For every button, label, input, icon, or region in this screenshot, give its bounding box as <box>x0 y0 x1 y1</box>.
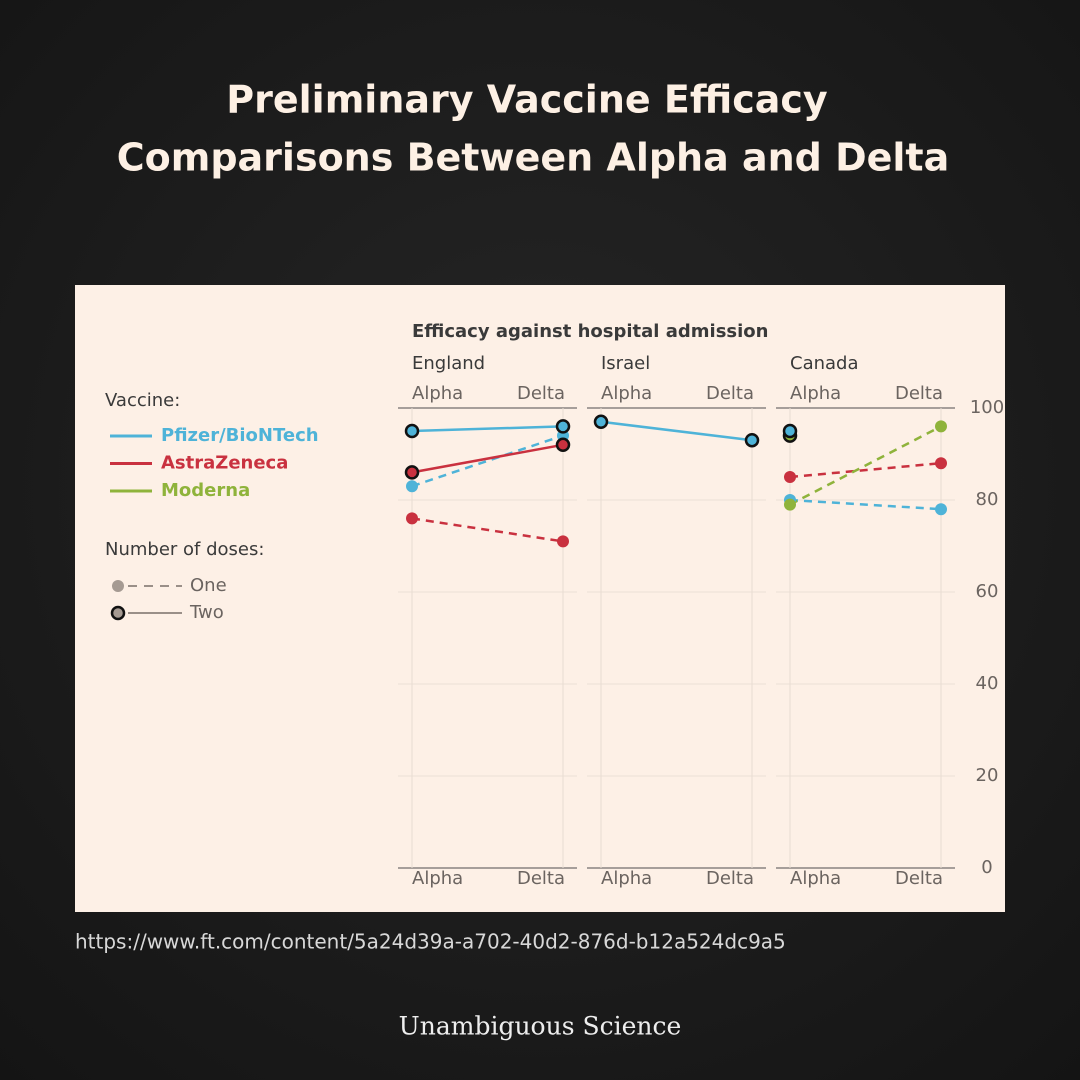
legend-title: Vaccine: <box>105 390 180 411</box>
series-line <box>789 425 942 506</box>
legend-label: Pfizer/BioNTech <box>161 425 319 446</box>
x-tick-label: Delta <box>706 868 754 889</box>
y-tick-label: 60 <box>976 581 999 602</box>
legend-swatch <box>112 580 124 592</box>
x-tick-label: Alpha <box>790 383 841 404</box>
y-tick-label: 0 <box>981 857 992 878</box>
y-tick-label: 100 <box>970 397 1004 418</box>
chart-panel <box>75 285 1005 912</box>
x-tick-label: Alpha <box>601 383 652 404</box>
legend-title: Number of doses: <box>105 539 264 560</box>
y-tick-label: 20 <box>976 765 999 786</box>
series-line <box>789 461 942 479</box>
data-point <box>404 465 420 480</box>
legend-label: Moderna <box>161 480 250 501</box>
plot: 0 20 40 60 80 100 Vaccine: Pfizer/BioNTech Astra… <box>105 353 1004 889</box>
series-line <box>411 425 564 433</box>
page-title: Preliminary Vaccine Efficacy <box>226 78 828 122</box>
series-line <box>600 420 753 442</box>
series-line <box>411 434 564 488</box>
data-point <box>557 535 569 548</box>
data-point <box>555 437 571 453</box>
x-tick-label: Alpha <box>412 383 463 404</box>
legend-swatch <box>110 605 126 621</box>
x-tick-label: Delta <box>895 383 943 404</box>
legend-label: One <box>190 575 227 596</box>
x-tick-label: Delta <box>517 383 565 404</box>
legend-label: AstraZeneca <box>161 453 288 474</box>
source: https://www.ft.com/content/5a24d39a-a702… <box>75 930 786 954</box>
data-point <box>784 471 796 483</box>
panel-title: England <box>412 353 485 374</box>
data-point <box>935 420 947 433</box>
series-line <box>411 443 564 474</box>
x-tick-label: Delta <box>895 868 943 889</box>
x-tick-label: Delta <box>517 868 565 889</box>
page-title: Comparisons Between Alpha and Delta <box>117 136 950 180</box>
chart-title: Efficacy against hospital admission <box>412 321 768 342</box>
y-tick-label: 80 <box>976 489 999 510</box>
series-line <box>411 517 564 543</box>
footer: Unambiguous Science <box>399 1012 682 1041</box>
x-tick-label: Delta <box>706 383 754 404</box>
x-tick-label: Alpha <box>601 868 652 889</box>
data-point <box>404 423 420 439</box>
series-line <box>789 498 942 511</box>
y-tick-label: 40 <box>976 673 999 694</box>
x-tick-label: Alpha <box>790 868 841 889</box>
data-point <box>555 419 571 434</box>
data-point <box>593 414 609 430</box>
data-point <box>782 423 798 439</box>
data-point <box>406 480 418 493</box>
panel-title: Israel <box>601 353 650 374</box>
data-point <box>744 432 760 448</box>
data-point <box>935 503 947 516</box>
data-point <box>784 498 796 511</box>
data-point <box>935 457 947 470</box>
panel-title: Canada <box>790 353 859 374</box>
x-tick-label: Alpha <box>412 868 463 889</box>
legend-label: Two <box>189 602 224 623</box>
data-point <box>406 512 418 525</box>
